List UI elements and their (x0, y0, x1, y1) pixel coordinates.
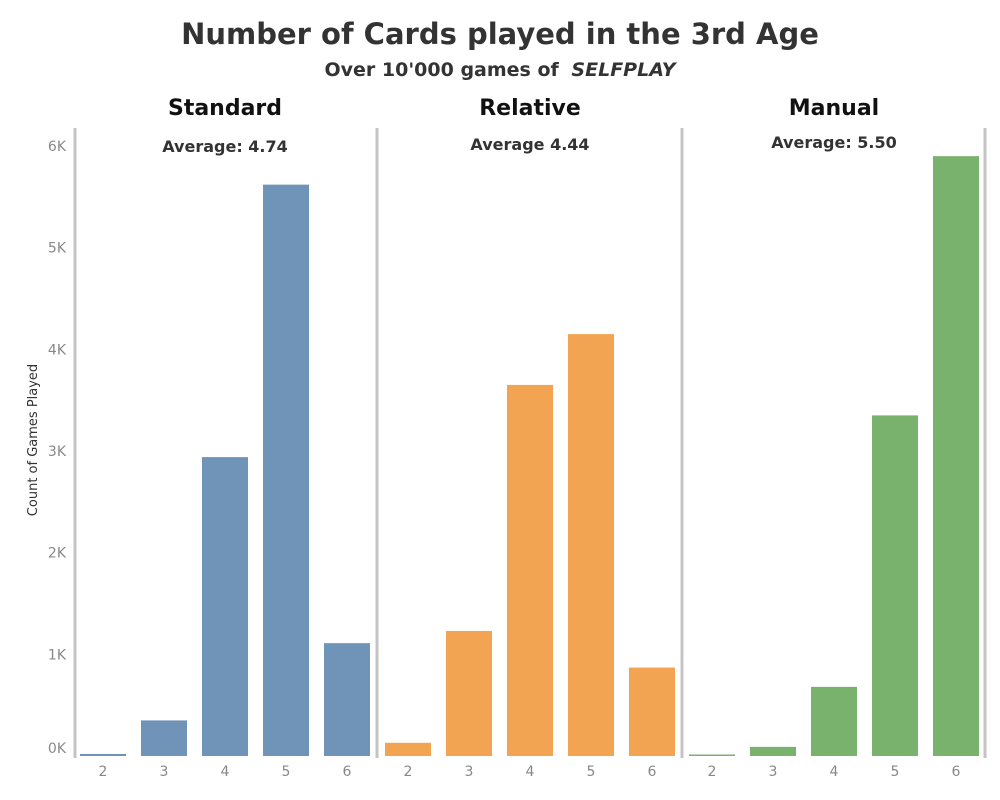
bar (507, 384, 553, 756)
x-tick-label: 6 (952, 764, 961, 780)
bar (324, 643, 370, 756)
bar (80, 753, 126, 756)
x-tick-label: 5 (587, 764, 596, 780)
average-label: Average: 5.50 (771, 133, 897, 152)
bar (750, 746, 796, 756)
x-tick-label: 3 (465, 764, 474, 780)
bar (689, 754, 735, 756)
panel-title: Standard (168, 96, 282, 121)
bar (446, 630, 492, 756)
average-label: Average 4.44 (470, 135, 589, 154)
x-tick-label: 3 (160, 764, 169, 780)
y-tick-label: 3K (48, 444, 67, 460)
x-tick-label: 2 (404, 764, 413, 780)
y-tick-label: 1K (48, 647, 67, 663)
plot-area: 0K 1K 2K 3K 4K 5K 6K Standard Average: 4.74 2 3 4 5 6… (48, 96, 987, 780)
x-tick-label: 2 (708, 764, 717, 780)
x-tick-label: 4 (221, 764, 230, 780)
y-tick-label: 4K (48, 342, 67, 358)
chart-subtitle: Over 10'000 games of SELFPLAY (325, 59, 678, 81)
x-tick-label: 3 (769, 764, 778, 780)
x-tick-label: 5 (282, 764, 291, 780)
y-tick-label: 5K (48, 241, 67, 257)
x-tick-label: 5 (891, 764, 900, 780)
chart-subtitle-text: Over 10'000 games of (325, 59, 560, 81)
y-tick-label: 0K (48, 741, 67, 757)
x-tick-label: 4 (526, 764, 535, 780)
bar (811, 686, 857, 756)
bar (202, 457, 248, 756)
bar (933, 156, 979, 756)
panel-title: Relative (479, 96, 581, 121)
bar (385, 742, 431, 756)
chart-subtitle-emphasis: SELFPLAY (571, 59, 677, 81)
panel-title: Manual (789, 96, 879, 121)
x-tick-label: 2 (99, 764, 108, 780)
chart-title: Number of Cards played in the 3rd Age (181, 17, 819, 51)
average-label: Average: 4.74 (162, 137, 288, 156)
bar (263, 184, 309, 757)
bar (872, 415, 918, 756)
bar (141, 720, 187, 756)
x-tick-label: 6 (343, 764, 352, 780)
bar (629, 667, 675, 756)
x-tick-label: 6 (648, 764, 657, 780)
y-tick-label: 6K (48, 139, 67, 155)
y-axis-label: Count of Games Played (26, 364, 41, 516)
x-tick-label: 4 (830, 764, 839, 780)
y-tick-label: 2K (48, 546, 67, 562)
bar (568, 334, 614, 756)
